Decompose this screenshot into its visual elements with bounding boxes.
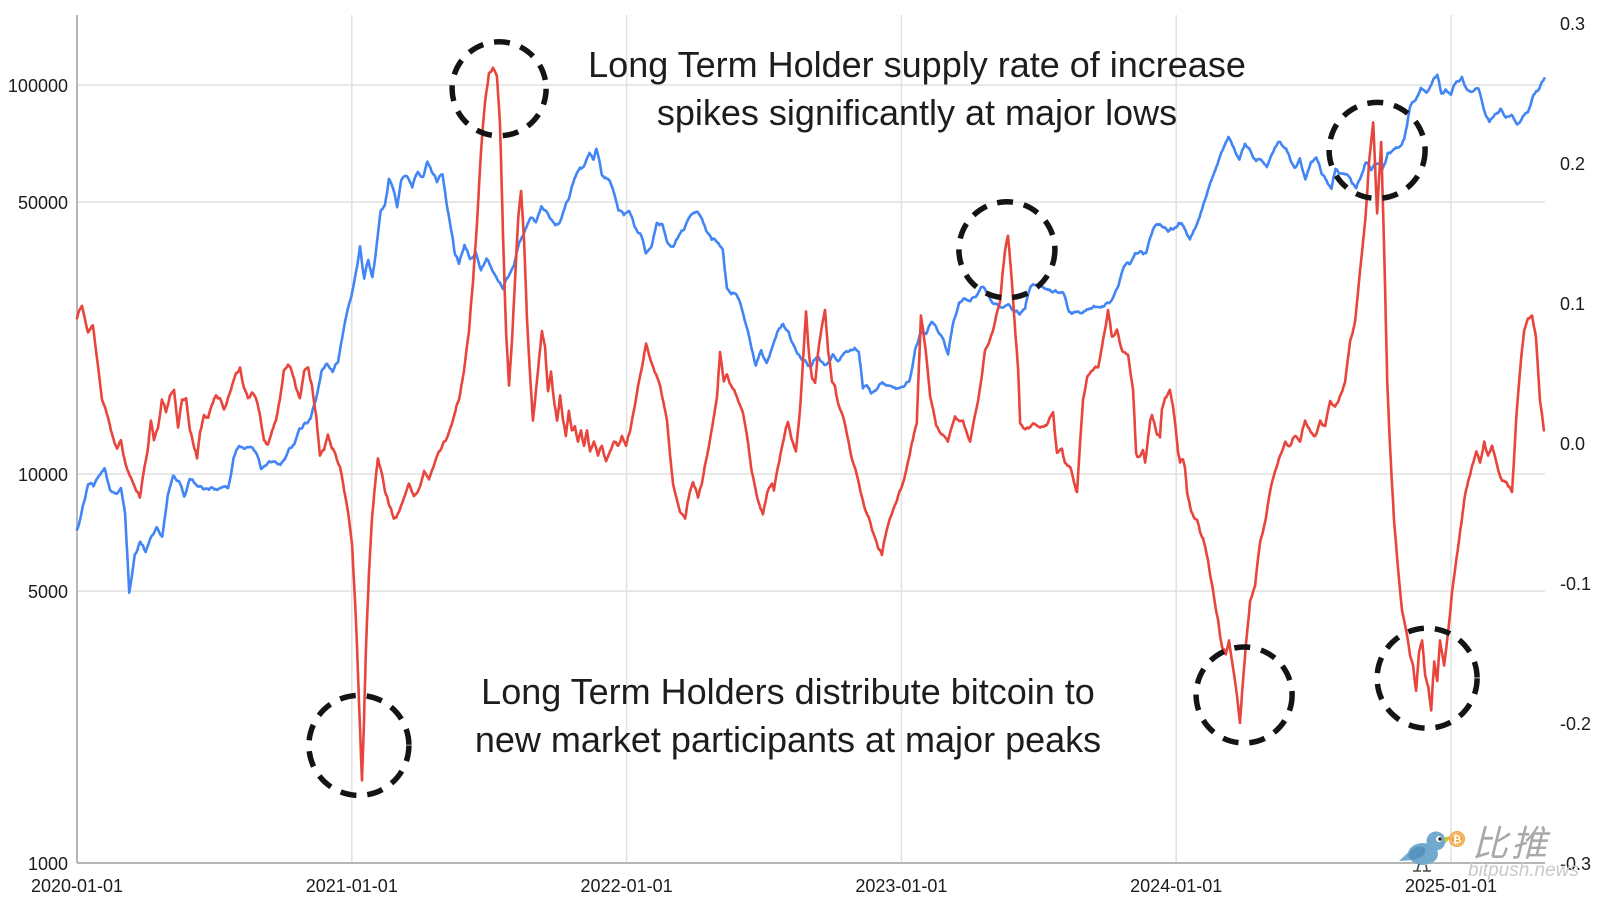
y-right-tick-label: 0.1 [1560, 294, 1585, 314]
watermark-brand: 比推 [1472, 824, 1551, 865]
y-left-tick-label: 10000 [18, 465, 68, 485]
bird-legs [1413, 863, 1431, 872]
y-right-tick-label: 0.3 [1560, 14, 1585, 34]
y-right-tick-label: 0.0 [1560, 434, 1585, 454]
highlight-circle-supply-spike-major-low [956, 199, 1058, 301]
chart-graphics: 2020-01-01 2021-01-01 2022-01-01 2023-01-01… [8, 14, 1591, 896]
highlight-circle-distribution-major-peak [1193, 644, 1295, 746]
y-right-tick-label: -0.3 [1560, 854, 1591, 874]
x-axis-tick-label: 2023-01-01 [855, 876, 947, 896]
y-left-tick-label: 50000 [18, 193, 68, 213]
x-axis-tick-label: 2025-01-01 [1405, 876, 1497, 896]
highlight-circle-distribution-major-peak [306, 692, 412, 799]
x-axis-tick-label: 2021-01-01 [306, 876, 398, 896]
coin-ring [1450, 832, 1464, 846]
highlight-circle-distribution-major-peak [1374, 625, 1480, 731]
x-axis-tick-label: 2024-01-01 [1130, 876, 1222, 896]
y-right-tick-label: -0.2 [1560, 714, 1591, 734]
bitpush-watermark: ₿ 比推 bitpush.news [1399, 824, 1579, 881]
lth-rate-line [75, 66, 1546, 782]
watermark-domain: bitpush.news [1468, 860, 1579, 881]
annotation-top-line1: Long Term Holder supply rate of increase [588, 44, 1246, 85]
tick-labels: 2020-01-01 2021-01-01 2022-01-01 2023-01-01… [8, 14, 1591, 896]
annotation-bottom-line1: Long Term Holders distribute bitcoin to [481, 671, 1095, 712]
bitpush-bird-icon: ₿ [1399, 831, 1465, 872]
bird-pupil [1438, 837, 1442, 841]
bird-wing [1408, 846, 1426, 860]
x-axis-tick-label: 2022-01-01 [581, 876, 673, 896]
bird-head [1426, 831, 1446, 851]
highlight-circle-supply-spike-major-low [1326, 99, 1428, 202]
highlight-circle-supply-spike-major-low [449, 39, 549, 139]
x-axis-tick-label: 2020-01-01 [31, 876, 123, 896]
y-right-tick-label: -0.1 [1560, 574, 1591, 594]
annotation-top-line2: spikes significantly at major lows [657, 92, 1177, 133]
bitcoin-coin-icon [1449, 831, 1465, 847]
y-right-tick-label: 0.2 [1560, 154, 1585, 174]
btc-price-line [75, 73, 1546, 595]
y-left-tick-label: 100000 [8, 76, 68, 96]
annotation-bottom-line2: new market participants at major peaks [475, 719, 1101, 760]
y-left-tick-label: 5000 [28, 582, 68, 602]
coin-symbol: ₿ [1453, 833, 1462, 846]
y-left-tick-label: 1000 [28, 854, 68, 874]
highlight-circles [306, 39, 1480, 799]
